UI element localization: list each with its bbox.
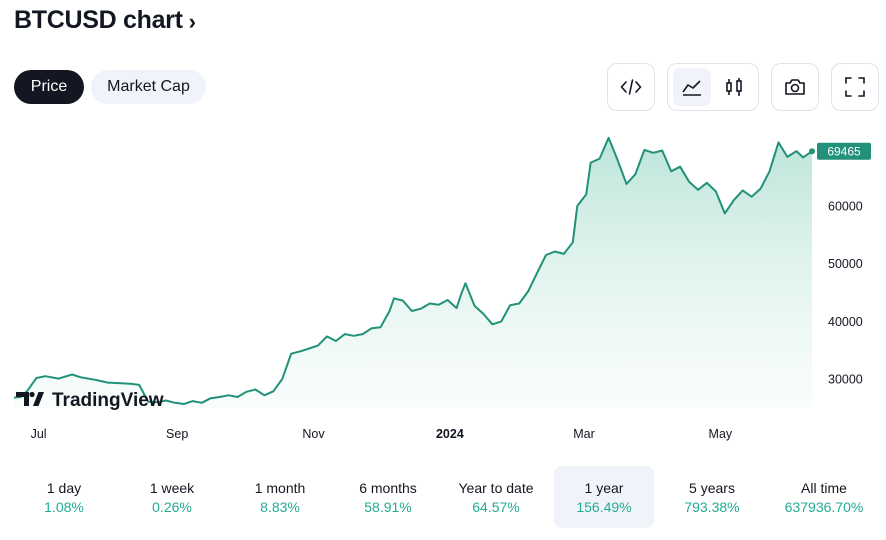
title-text: BTCUSD chart — [14, 6, 183, 34]
x-tick-label: Sep — [166, 427, 188, 441]
last-price-label: 69465 — [817, 142, 871, 160]
period-1-year[interactable]: 1 year 156.49% — [554, 466, 654, 528]
tradingview-wordmark: TradingView — [52, 390, 164, 411]
period-1-month[interactable]: 1 month 8.83% — [230, 466, 330, 528]
x-tick-label: May — [709, 427, 733, 441]
tab-market-cap[interactable]: Market Cap — [91, 70, 206, 104]
period-change: 0.26% — [152, 498, 192, 515]
fullscreen-button[interactable] — [831, 63, 879, 111]
period-change: 156.49% — [576, 498, 632, 515]
price-line — [13, 136, 813, 405]
embed-button[interactable] — [607, 63, 655, 111]
tradingview-logo-icon — [16, 391, 44, 406]
chevron-right-icon: › — [188, 8, 196, 34]
period-label: All time — [801, 479, 847, 496]
period-all-time[interactable]: All time 637936.70% — [774, 466, 874, 528]
last-price-dot — [809, 148, 815, 155]
period-change: 793.38% — [684, 498, 740, 515]
period-change: 64.57% — [472, 498, 520, 515]
period-label: 1 year — [584, 479, 624, 496]
tab-price[interactable]: Price — [14, 70, 84, 104]
area-chart-icon — [682, 80, 701, 96]
period-1-week[interactable]: 1 week 0.26% — [122, 466, 222, 528]
chart-type-group — [667, 63, 759, 111]
period-label: 5 years — [689, 479, 735, 496]
period-selector: 1 day 1.08% 1 week 0.26% 1 month 8.83% 6 mo… — [0, 466, 886, 530]
page-title[interactable]: BTCUSD chart › — [14, 6, 196, 35]
tradingview-watermark: TradingView — [16, 390, 164, 411]
x-tick-label: Jul — [31, 427, 47, 441]
period-5-years[interactable]: 5 years 793.38% — [662, 466, 762, 528]
price-area-fill — [14, 137, 812, 409]
embed-code-icon — [620, 79, 642, 95]
price-chart[interactable]: 69465 30000 40000 50000 60000 Jul Sep Nov 2024… — [0, 120, 886, 450]
x-tick-label: Nov — [302, 427, 325, 441]
period-change: 1.08% — [44, 498, 84, 515]
period-change: 8.83% — [260, 498, 300, 515]
y-tick-label: 30000 — [828, 373, 863, 387]
period-change: 58.91% — [364, 498, 412, 515]
fullscreen-icon — [845, 77, 865, 97]
period-label: 1 month — [254, 479, 306, 496]
area-chart-button[interactable] — [673, 68, 711, 106]
x-tick-label: 2024 — [436, 427, 464, 441]
y-tick-label: 40000 — [828, 315, 863, 329]
period-year-to-date[interactable]: Year to date 64.57% — [446, 466, 546, 528]
period-label: 1 day — [46, 479, 82, 496]
period-label: 6 months — [359, 479, 417, 496]
period-label: 1 week — [149, 479, 195, 496]
y-tick-label: 60000 — [828, 199, 863, 213]
screenshot-button[interactable] — [771, 63, 819, 111]
period-6-months[interactable]: 6 months 58.91% — [338, 466, 438, 528]
period-1-day[interactable]: 1 day 1.08% — [14, 466, 114, 528]
period-label: Year to date — [458, 479, 534, 496]
x-tick-label: Mar — [573, 427, 595, 441]
candles-chart-button[interactable] — [715, 68, 753, 106]
y-tick-label: 50000 — [828, 257, 863, 271]
last-price-value: 69465 — [827, 144, 861, 158]
camera-icon — [785, 79, 805, 95]
period-change: 637936.70% — [784, 498, 864, 515]
candles-chart-icon — [726, 78, 742, 96]
